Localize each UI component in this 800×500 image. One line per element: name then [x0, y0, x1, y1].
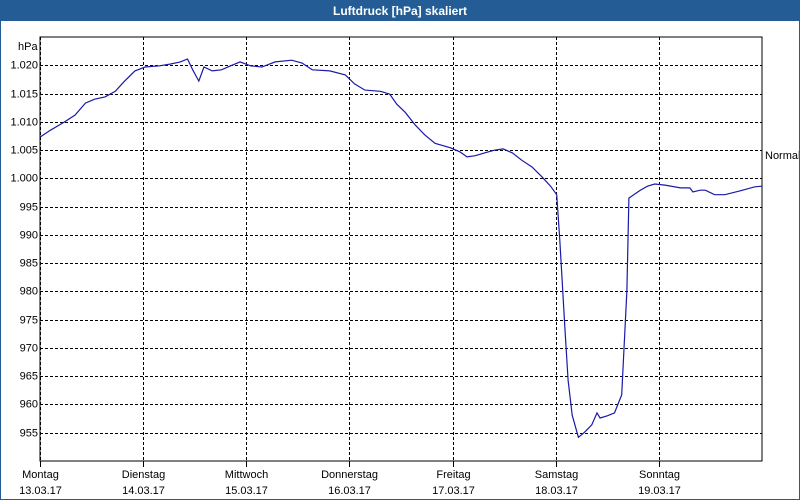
y-tick-label: 995 — [20, 201, 38, 213]
y-tick-label: 955 — [20, 427, 38, 439]
x-tick-label: Dienstag — [122, 469, 165, 481]
x-tick-label: Montag — [22, 469, 59, 481]
y-tick-label: 990 — [20, 229, 38, 241]
x-tick-date: 13.03.17 — [19, 485, 62, 497]
x-tick-label: Donnerstag — [321, 469, 378, 481]
pressure-line — [39, 58, 763, 439]
y-axis-label: hPa — [18, 41, 38, 53]
y-tick-label: 1.015 — [10, 88, 38, 100]
x-tick-label: Freitag — [436, 469, 470, 481]
chart: hPa Normal 955 960 965 970 975 980 985 990 995 1.… — [10, 36, 799, 497]
y-tick-label: 965 — [20, 370, 38, 382]
y-tick-label: 985 — [20, 257, 38, 269]
x-tick-date: 18.03.17 — [535, 485, 578, 497]
title-bar: Luftdruck [hPa] skaliert — [1, 1, 799, 21]
x-tick-date: 16.03.17 — [328, 485, 371, 497]
x-tick-label: Mittwoch — [225, 469, 268, 481]
plot-frame — [39, 36, 763, 462]
x-tick-label: Samstag — [535, 469, 578, 481]
y-tick-label: 1.005 — [10, 144, 38, 156]
y-tick-label: 1.000 — [10, 172, 38, 184]
y-tick-label: 1.010 — [10, 116, 38, 128]
y-tick-label: 960 — [20, 398, 38, 410]
y-tick-label: 975 — [20, 314, 38, 326]
y-tick-label: 970 — [20, 342, 38, 354]
annotation: Normal — [765, 150, 799, 162]
x-tick-date: 17.03.17 — [432, 485, 475, 497]
x-tick-date: 15.03.17 — [225, 485, 268, 497]
x-tick-label: Sonntag — [639, 469, 680, 481]
y-tick-label: 980 — [20, 285, 38, 297]
y-tick-label: 1.020 — [10, 59, 38, 71]
x-tick-date: 19.03.17 — [638, 485, 681, 497]
x-tick-date: 14.03.17 — [122, 485, 165, 497]
